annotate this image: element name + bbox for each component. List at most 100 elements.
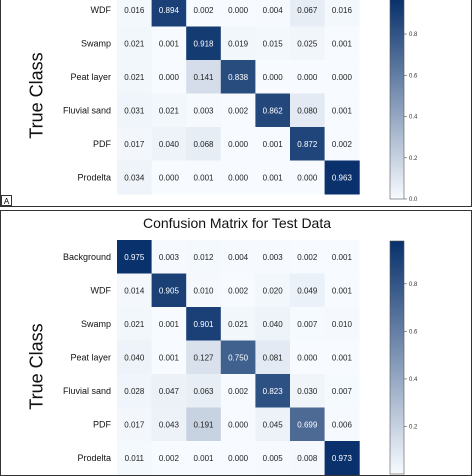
heatmap-cell <box>290 307 326 341</box>
heatmap-cell <box>220 60 256 94</box>
cell-value: 0.003 <box>159 253 180 262</box>
heatmap-cell <box>117 407 153 442</box>
heatmap-cell <box>290 441 326 475</box>
cell-value: 0.040 <box>159 140 180 149</box>
cell-value: 0.975 <box>124 253 145 262</box>
chart-title: Confusion Matrix for Test Data <box>142 215 332 231</box>
cell-value: 0.021 <box>228 320 249 329</box>
row-label: PDF <box>93 419 112 429</box>
colorbar-tick-label: 0.8 <box>409 282 418 288</box>
row-label: WDF <box>91 5 112 15</box>
heatmap-cell <box>186 127 222 161</box>
cell-value: 0.004 <box>228 253 249 262</box>
cell-value: 0.973 <box>332 454 353 463</box>
cell-value: 0.141 <box>193 73 214 82</box>
cell-value: 0.001 <box>332 106 353 115</box>
colorbar-tick-label: 0.0 <box>409 197 418 203</box>
cell-value: 0.001 <box>263 140 284 149</box>
cell-value: 0.030 <box>297 387 318 396</box>
heatmap-cell <box>186 407 222 442</box>
heatmap-cell <box>324 60 360 94</box>
confusion-matrix-panel-b: Confusion Matrix for Test Data True Clas… <box>0 210 472 476</box>
cell-value: 0.005 <box>263 454 284 463</box>
heatmap-cell <box>290 127 326 161</box>
heatmap-cell <box>117 273 153 308</box>
heatmap-cell <box>255 441 291 475</box>
cell-value: 0.894 <box>159 6 180 15</box>
heatmap-a: WDF 0.016 0.894 0.002 0.000 0.004 0.067 0.016 Sw… <box>63 0 418 203</box>
heatmap-cell <box>290 60 326 94</box>
heatmap-cell <box>255 340 291 375</box>
heatmap-cell <box>255 26 291 61</box>
cell-value: 0.001 <box>332 353 353 362</box>
heatmap-cell <box>255 307 291 341</box>
row-label: Swamp <box>81 38 111 48</box>
cell-value: 0.127 <box>193 353 214 362</box>
heatmap-cell <box>290 26 326 61</box>
cell-value: 0.918 <box>193 39 214 48</box>
cell-value: 0.750 <box>228 353 249 362</box>
heatmap-cell <box>324 26 360 61</box>
cell-value: 0.000 <box>228 454 249 463</box>
cell-value: 0.699 <box>297 420 318 429</box>
heatmap-cell <box>151 374 187 408</box>
heatmap-cell <box>220 127 256 161</box>
row-label: WDF <box>91 285 112 295</box>
cell-value: 0.000 <box>297 73 318 82</box>
heatmap-cell <box>290 340 326 375</box>
cell-value: 0.002 <box>297 253 318 262</box>
heatmap-cell <box>255 127 291 161</box>
heatmap-cell <box>117 0 153 27</box>
heatmap-cell <box>151 93 187 128</box>
panel-tag: A <box>1 195 12 206</box>
heatmap-cell <box>290 160 326 195</box>
cell-value: 0.081 <box>263 353 284 362</box>
cell-value: 0.025 <box>297 39 318 48</box>
cell-value: 0.043 <box>159 420 180 429</box>
cell-value: 0.012 <box>193 253 214 262</box>
cell-value: 0.002 <box>332 140 353 149</box>
heatmap-cell <box>151 160 187 195</box>
heatmap-cell <box>290 374 326 408</box>
heatmap-cell <box>290 93 326 128</box>
heatmap-cell <box>186 60 222 94</box>
cell-value: 0.000 <box>228 420 249 429</box>
cell-value: 0.028 <box>124 387 145 396</box>
cell-value: 0.001 <box>332 39 353 48</box>
cell-value: 0.068 <box>193 140 214 149</box>
cell-value: 0.000 <box>228 173 249 182</box>
heatmap-cell <box>151 127 187 161</box>
row-label: Fluvial sand <box>63 386 111 396</box>
heatmap-cell <box>324 374 360 408</box>
cell-value: 0.003 <box>263 253 284 262</box>
heatmap-cell <box>186 273 222 308</box>
row-label: Prodelta <box>77 453 111 463</box>
heatmap-cell <box>290 240 326 274</box>
heatmap-cell <box>151 0 187 27</box>
cell-value: 0.047 <box>159 387 180 396</box>
cell-value: 0.021 <box>124 39 145 48</box>
heatmap-cell <box>255 0 291 27</box>
colorbar-tick-label: 0.4 <box>409 115 418 121</box>
cell-value: 0.872 <box>297 140 318 149</box>
heatmap-cell <box>220 93 256 128</box>
heatmap-cell <box>220 240 256 274</box>
cell-value: 0.010 <box>193 286 214 295</box>
cell-value: 0.010 <box>332 320 353 329</box>
heatmap-cell <box>324 407 360 442</box>
cell-value: 0.040 <box>263 320 284 329</box>
heatmap-cell <box>186 240 222 274</box>
cell-value: 0.016 <box>332 6 353 15</box>
cell-value: 0.021 <box>124 320 145 329</box>
cell-value: 0.021 <box>159 106 180 115</box>
cell-value: 0.003 <box>193 106 214 115</box>
cell-value: 0.001 <box>159 39 180 48</box>
cell-value: 0.002 <box>193 6 214 15</box>
heatmap-cell <box>151 60 187 94</box>
heatmap-cell <box>151 26 187 61</box>
colorbar-tick-label: 0.6 <box>409 73 418 79</box>
cell-value: 0.191 <box>193 420 214 429</box>
colorbar-tick-label: 0.2 <box>409 156 418 162</box>
heatmap-cell <box>117 26 153 61</box>
heatmap-cell <box>220 340 256 375</box>
